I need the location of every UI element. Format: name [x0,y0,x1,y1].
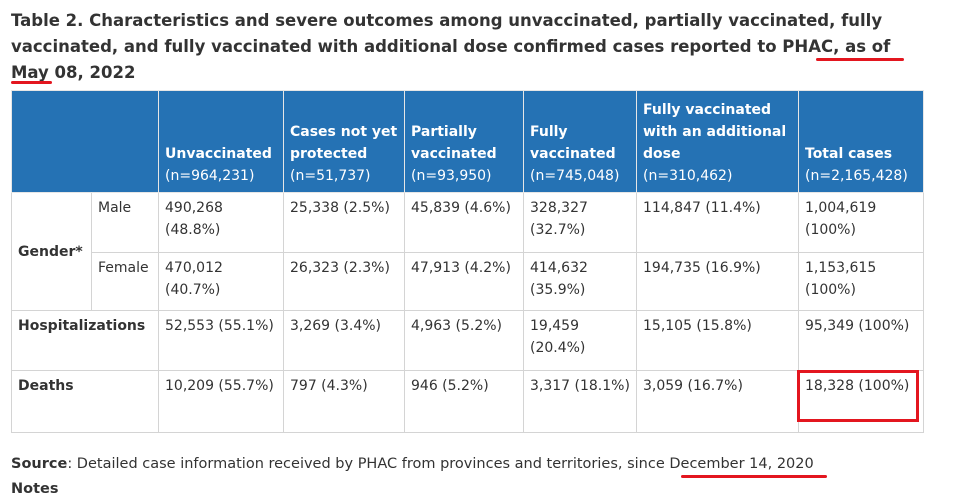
table-row-deaths: Deaths 10,209 (55.7%) 797 (4.3%) 946 (5.… [11,370,924,433]
table-row-female: Female 470,012 (40.7%) 26,323 (2.3%) 47,… [12,252,924,311]
table-cell: 19,459 (20.4%) [523,310,637,371]
table-cell: 4,963 (5.2%) [404,310,524,371]
table-cell: 3,269 (3.4%) [283,310,405,371]
table-row-hospitalizations: Hospitalizations 52,553 (55.1%) 3,269 (3… [11,310,924,371]
highlight-underline-since-date [681,475,827,478]
header-not-yet-protected: Cases not yet protected (n=51,737) [283,90,405,193]
table-cell: 797 (4.3%) [283,370,405,433]
row-label-deaths: Deaths [11,370,159,433]
source-label: Source [11,456,68,472]
table-cell: 946 (5.2%) [404,370,524,433]
table-cell: 328,327 (32.7%) [523,192,637,253]
header-additional-dose: Fully vaccinated with an additional dose… [636,90,799,193]
header-total-cases: Total cases (n=2,165,428) [798,90,924,193]
table-cell: 45,839 (4.6%) [404,192,524,253]
header-empty [11,90,159,193]
table-cell: 1,153,615 (100%) [798,252,924,311]
table-cell: 414,632 (35.9%) [523,252,637,311]
outcomes-table: Unvaccinated (n=964,231) Cases not yet p… [11,90,924,433]
source-text: : Detailed case information received by … [67,456,814,472]
row-label-male: Male [91,192,159,253]
table-cell: 1,004,619 (100%) [798,192,924,253]
table-cell: 3,059 (16.7%) [636,370,799,433]
row-label-hospitalizations: Hospitalizations [11,310,159,371]
table-cell-total-deaths: 18,328 (100%) [798,370,924,433]
table-cell: 52,553 (55.1%) [158,310,284,371]
table-cell: 470,012 (40.7%) [158,252,284,311]
row-group-gender: Gender* [11,192,92,311]
table-cell: 25,338 (2.5%) [283,192,405,253]
table-cell: 47,913 (4.2%) [404,252,524,311]
table-cell: 26,323 (2.3%) [283,252,405,311]
table-cell: 3,317 (18.1%) [523,370,637,433]
highlight-underline-date [816,58,904,61]
table-cell: 95,349 (100%) [798,310,924,371]
table-cell: 10,209 (55.7%) [158,370,284,433]
highlight-underline-year [11,81,52,84]
table-cell: 15,105 (15.8%) [636,310,799,371]
header-unvaccinated: Unvaccinated (n=964,231) [158,90,284,193]
table-cell: 194,735 (16.9%) [636,252,799,311]
header-fully-vaccinated: Fully vaccinated (n=745,048) [523,90,637,193]
notes-heading: Notes [11,481,59,497]
header-row: Unvaccinated (n=964,231) Cases not yet p… [11,90,924,193]
highlight-box-total-deaths [797,370,919,422]
table-cell: 114,847 (11.4%) [636,192,799,253]
table-caption: Table 2. Characteristics and severe outc… [11,11,891,82]
row-label-female: Female [91,252,159,311]
table-row-male: Gender* Male 490,268 (48.8%) 25,338 (2.5… [11,192,924,311]
source-note: Source: Detailed case information receiv… [11,453,814,475]
table-cell: 490,268 (48.8%) [158,192,284,253]
header-partially-vaccinated: Partially vaccinated (n=93,950) [404,90,524,193]
